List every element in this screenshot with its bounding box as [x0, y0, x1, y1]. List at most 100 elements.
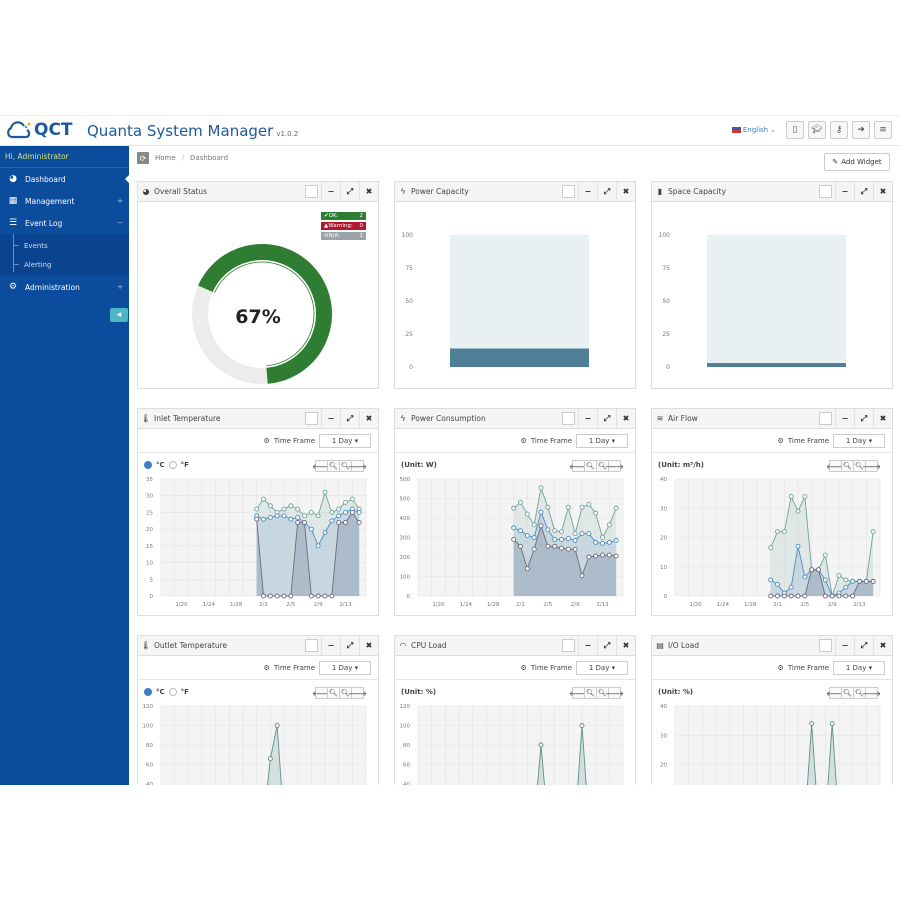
y-tick-label: 75: [662, 265, 670, 272]
pan-right-button[interactable]: 🡒: [862, 460, 881, 472]
data-point: [308, 593, 314, 599]
expand-button[interactable]: ⤢: [597, 636, 616, 655]
sidebar-item-alerting[interactable]: Alerting: [0, 255, 129, 274]
cpu-chart: 020406080100120: [400, 704, 624, 785]
expand-button[interactable]: ⤢: [340, 636, 359, 655]
sidebar-item-event-log[interactable]: ☰ Event Log −: [0, 212, 129, 234]
unit-label: (Unit: m³/h): [658, 461, 704, 469]
close-button[interactable]: ✖: [616, 182, 635, 201]
data-point: [606, 522, 612, 528]
select-checkbox[interactable]: [305, 412, 318, 425]
language-select[interactable]: English ⌄: [731, 126, 776, 134]
sidebar-item-events[interactable]: Events: [0, 236, 129, 255]
time-frame-select[interactable]: 1 Day ▾: [576, 660, 628, 675]
space-capacity-panel: ▮ Space Capacity − ⤢ ✖ 0 25 50 75 100: [651, 181, 893, 389]
panel-title: Space Capacity: [668, 187, 727, 196]
menu-button[interactable]: ≡: [874, 121, 892, 139]
qct-logo[interactable]: QCT: [5, 120, 73, 140]
pan-right-button[interactable]: 🡒: [348, 687, 367, 699]
expand-button[interactable]: ⤢: [854, 636, 873, 655]
series-area: [770, 569, 874, 596]
sidebar-item-management[interactable]: ▦ Management +: [0, 190, 129, 212]
expand-button[interactable]: ⤢: [340, 182, 359, 201]
data-point: [349, 496, 355, 502]
time-frame-select[interactable]: 1 Day ▾: [833, 433, 885, 448]
select-checkbox[interactable]: [562, 185, 575, 198]
data-point: [600, 540, 605, 546]
data-point: [261, 516, 266, 522]
close-button[interactable]: ✖: [359, 182, 378, 201]
breadcrumb-home[interactable]: Home: [155, 154, 176, 162]
expand-button[interactable]: ⤢: [340, 409, 359, 428]
minimize-button[interactable]: −: [578, 182, 597, 201]
celsius-radio[interactable]: [144, 688, 152, 696]
bar-background: [707, 235, 846, 367]
close-button[interactable]: ✖: [873, 636, 892, 655]
close-button[interactable]: ✖: [616, 636, 635, 655]
refresh-icon[interactable]: ⟳: [137, 152, 149, 164]
minimize-button[interactable]: −: [835, 409, 854, 428]
pan-right-button[interactable]: 🡒: [605, 460, 624, 472]
pan-right-button[interactable]: 🡒: [862, 687, 881, 699]
y-tick-label: 5: [150, 577, 154, 583]
expand-button[interactable]: ⤢: [597, 409, 616, 428]
close-button[interactable]: ✖: [359, 636, 378, 655]
zoom-out-button[interactable]: 🔍︎: [327, 687, 340, 699]
select-checkbox[interactable]: [562, 412, 575, 425]
document-button[interactable]: ▯: [786, 121, 804, 139]
fahrenheit-radio[interactable]: [168, 461, 177, 469]
tutorial-button[interactable]: 🎓︎: [808, 121, 826, 139]
select-checkbox[interactable]: [819, 639, 832, 652]
pan-right-button[interactable]: 🡒: [605, 687, 624, 699]
series-line: [513, 524, 617, 578]
select-checkbox[interactable]: [305, 185, 318, 198]
select-checkbox[interactable]: [819, 412, 832, 425]
minimize-button[interactable]: −: [578, 636, 597, 655]
data-point: [613, 505, 619, 511]
minimize-button[interactable]: −: [835, 182, 854, 201]
key-button[interactable]: ⚷: [830, 121, 848, 139]
expand-button[interactable]: ⤢: [854, 409, 873, 428]
select-checkbox[interactable]: [305, 639, 318, 652]
close-button[interactable]: ✖: [359, 409, 378, 428]
sidebar-item-dashboard[interactable]: ◕ Dashboard: [0, 168, 129, 190]
minimize-button[interactable]: −: [578, 409, 597, 428]
dashboard-icon: ◕: [9, 174, 17, 184]
sidebar-item-administration[interactable]: ⚙ Administration +: [0, 276, 129, 298]
y-tick-label: 10: [660, 565, 667, 571]
time-frame-select[interactable]: 1 Day ▾: [576, 433, 628, 448]
select-checkbox[interactable]: [819, 185, 832, 198]
minimize-button[interactable]: −: [835, 636, 854, 655]
celsius-radio[interactable]: [144, 461, 152, 469]
pan-left-button[interactable]: 🡐: [826, 687, 845, 699]
fahrenheit-radio[interactable]: [168, 688, 177, 696]
y-tick-label: 0: [407, 594, 411, 600]
expand-button[interactable]: ⤢: [597, 182, 616, 201]
add-widget-button[interactable]: ✎ Add Widget: [824, 153, 890, 171]
app-version: v1.0.2: [276, 130, 299, 138]
caret-down-icon: ▾: [611, 436, 616, 445]
minimize-button[interactable]: −: [321, 636, 340, 655]
expand-button[interactable]: ⤢: [854, 182, 873, 201]
logout-button[interactable]: ➜: [852, 121, 870, 139]
close-button[interactable]: ✖: [873, 409, 892, 428]
minimize-button[interactable]: −: [321, 409, 340, 428]
data-point: [843, 584, 849, 590]
close-button[interactable]: ✖: [873, 182, 892, 201]
time-frame-select[interactable]: 1 Day ▾: [833, 660, 885, 675]
pan-right-button[interactable]: 🡒: [348, 460, 367, 472]
select-checkbox[interactable]: [562, 639, 575, 652]
power-capacity-chart: 0 25 50 75 100: [402, 232, 589, 371]
sidebar-collapse-button[interactable]: ◂: [110, 308, 128, 322]
time-frame-row: ⚙ Time Frame 1 Day ▾: [138, 429, 378, 453]
unit-toggle: °C °F: [144, 461, 189, 469]
data-point: [802, 593, 808, 599]
time-frame-select[interactable]: 1 Day ▾: [319, 433, 371, 448]
time-frame-select[interactable]: 1 Day ▾: [319, 660, 371, 675]
close-button[interactable]: ✖: [616, 409, 635, 428]
series-line: [256, 511, 360, 597]
time-frame-label: Time Frame: [530, 663, 572, 672]
minimize-button[interactable]: −: [321, 182, 340, 201]
y-tick-label: 25: [405, 331, 413, 338]
y-tick-label: 120: [400, 704, 411, 710]
